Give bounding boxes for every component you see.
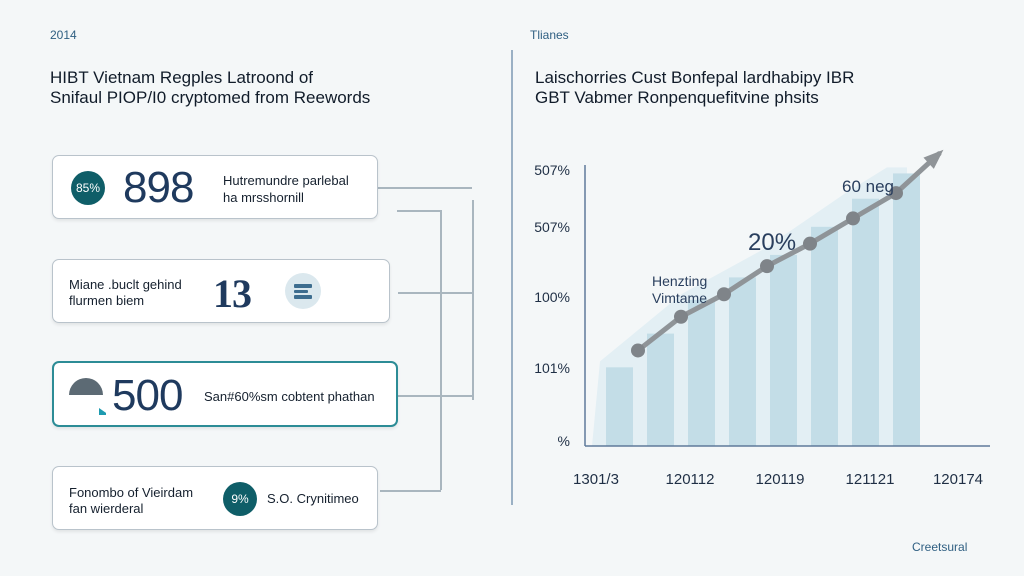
trend-point xyxy=(846,211,860,226)
x-tick-label: 121121 xyxy=(846,471,895,488)
x-tick-label: 120174 xyxy=(933,471,983,488)
annotation-left-2: Vimtame xyxy=(652,290,707,306)
y-tick-label: 101% xyxy=(534,360,570,376)
trend-point xyxy=(631,343,645,358)
stat-card-3[interactable]: 500 San#60%sm cobtent phathan xyxy=(52,361,398,427)
trend-point xyxy=(760,259,774,274)
y-tick-labels: 507% 507% 100% 101%% xyxy=(534,162,570,449)
stat-number: 898 xyxy=(123,163,194,212)
top-label: Tlianes xyxy=(530,28,569,42)
stat-number: 13 xyxy=(213,271,252,316)
stat-card-2[interactable]: Miane .buclt gehind flurmen biem 13 xyxy=(52,259,390,323)
stat-number: 500 xyxy=(112,371,183,420)
right-title-line-2: GBT Vabmer Ronpenquefitvine phsits xyxy=(535,88,819,107)
bar xyxy=(811,226,838,446)
left-title-line-2: Snifaul PIOP/I0 cryptomed from Reewords xyxy=(50,88,371,107)
card-text-line-1: Miane .buclt gehind xyxy=(69,277,182,292)
trend-line xyxy=(635,151,942,353)
trend-line-group xyxy=(631,149,944,358)
stat-card-4[interactable]: Fonombo of Vieirdam fan wierderal 9% S.O… xyxy=(52,466,378,530)
bar xyxy=(770,254,797,446)
card-text-line-1: Hutremundre parlebal xyxy=(223,173,349,188)
bar xyxy=(729,277,756,446)
connector-line xyxy=(398,292,473,294)
card-text-line-2: flurmen biem xyxy=(69,293,145,308)
connector-line xyxy=(397,210,440,212)
connector-line xyxy=(398,395,473,397)
bar xyxy=(893,173,920,446)
connector-line xyxy=(440,210,442,490)
card-text-line-3: S.O. Crynitimeo xyxy=(267,491,359,506)
chart-bars-group xyxy=(606,173,920,446)
coin-icon xyxy=(66,375,109,417)
panel-divider xyxy=(511,50,513,505)
document-icon xyxy=(285,273,321,309)
x-tick-labels: 1301/3 120112 120119 121121 120174 xyxy=(573,471,983,488)
year-label: 2014 xyxy=(50,28,77,42)
percent-badge: 9% xyxy=(223,482,257,516)
annotation-top-right: 60 neg xyxy=(842,177,894,196)
footer-label: Creetsural xyxy=(912,540,968,554)
right-title-line-1: Laischorries Cust Bonfepal lardhabipy IB… xyxy=(535,68,855,87)
stat-card-1[interactable]: 85% 898 Hutremundre parlebal ha mrsshorn… xyxy=(52,155,378,219)
bar xyxy=(688,299,715,446)
bar xyxy=(852,198,879,446)
x-tick-label: 120119 xyxy=(756,471,805,488)
connector-line xyxy=(472,200,474,400)
x-tick-label: 1301/3 xyxy=(573,471,619,488)
bar xyxy=(606,367,633,446)
trend-arrowhead xyxy=(923,149,944,169)
y-tick-label: % xyxy=(558,433,570,449)
card-text-line-2: ha mrsshornill xyxy=(223,190,304,205)
x-tick-label: 120112 xyxy=(666,471,715,488)
connector-line xyxy=(378,187,472,189)
y-tick-label: 100% xyxy=(534,289,570,305)
card-text-line-1: Fonombo of Vieirdam xyxy=(69,485,194,500)
card-text-line-2: fan wierderal xyxy=(69,501,144,516)
annotation-middle: 20% xyxy=(748,229,796,256)
connector-line xyxy=(380,490,441,492)
left-title-line-1: HIBT Vietnam Regples Latroond of xyxy=(50,68,314,87)
trend-point xyxy=(674,309,688,324)
trend-point xyxy=(803,236,817,251)
trend-point xyxy=(889,186,903,201)
card-text-line-1: San#60%sm cobtent phathan xyxy=(204,389,375,404)
y-tick-label: 507% xyxy=(534,162,570,178)
annotation-left-1: Henzting xyxy=(652,273,707,289)
bar xyxy=(647,333,674,446)
trend-point xyxy=(717,287,731,302)
y-tick-label: 507% xyxy=(534,219,570,235)
percent-badge: 85% xyxy=(71,171,105,205)
